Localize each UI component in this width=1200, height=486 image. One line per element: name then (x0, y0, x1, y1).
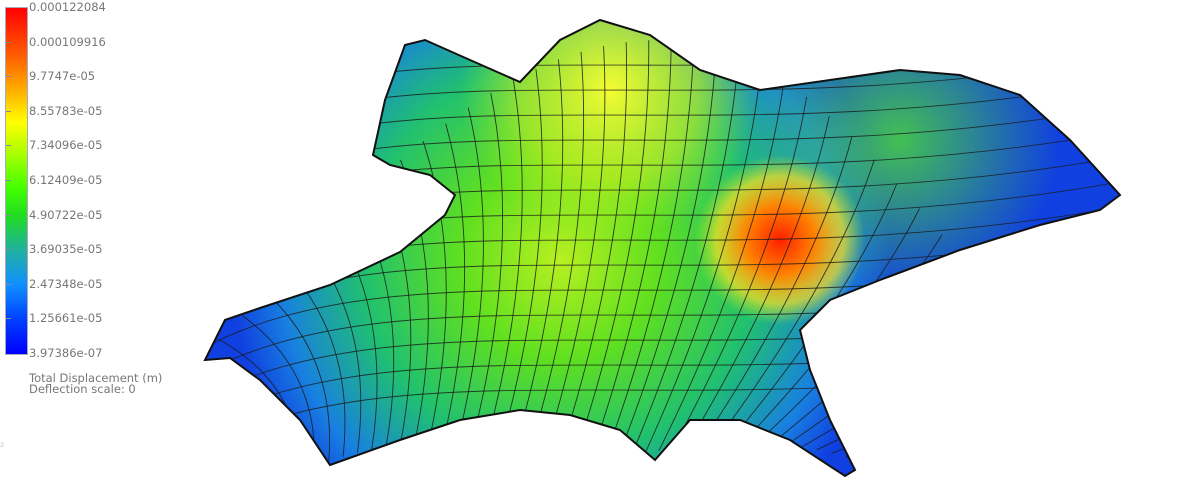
mesh-line (859, 437, 1101, 463)
mesh-line (601, 42, 695, 468)
legend-tick-mark (6, 145, 11, 147)
mesh-line (644, 63, 762, 455)
legend-tick-mark (6, 41, 11, 43)
legend-tick-mark (6, 249, 11, 251)
legend-tick-mark (6, 283, 11, 285)
mesh-line (701, 136, 853, 443)
mesh-line (543, 46, 606, 456)
mesh-line (716, 159, 875, 442)
legend-tick-label: 2.47348e-05 (29, 276, 103, 291)
mesh-line (845, 409, 1078, 458)
mesh-line (586, 40, 672, 469)
legend-tick-mark (6, 110, 11, 112)
triad-z-label: z (0, 440, 5, 449)
mesh-line (658, 79, 785, 451)
legend-tick-label: 3.97386e-07 (29, 346, 103, 360)
deflection-scale: Deflection scale: 0 (29, 382, 136, 396)
legend-tick-label: 3.69035e-05 (29, 242, 103, 257)
legend-tick-mark (6, 318, 11, 320)
legend-tick-mark (6, 76, 11, 78)
legend-tick-label: 1.25661e-05 (29, 311, 103, 326)
axis-triad-icon: z (0, 440, 4, 449)
mesh-line (264, 291, 330, 461)
mesh-line (529, 51, 585, 452)
color-legend-bar (5, 7, 28, 355)
legend-tick-label: 7.34096e-05 (29, 138, 103, 153)
mesh-line (443, 123, 466, 441)
mesh-line (486, 80, 523, 443)
legend-tick-label: 0.000109916 (29, 34, 106, 49)
legend-tick-label: 8.55783e-05 (29, 103, 103, 118)
legend-tick-mark (6, 180, 11, 181)
mesh-line (558, 42, 628, 460)
mesh-line (615, 46, 717, 463)
surface-outline (203, 18, 1122, 478)
mesh-line (816, 348, 1033, 451)
legend-tick-label: 9.7747e-05 (29, 69, 96, 84)
mesh-line (831, 378, 1055, 454)
mesh-line (422, 140, 447, 441)
mesh-line (629, 51, 740, 459)
mesh-line (687, 116, 830, 445)
mesh-line (514, 59, 564, 448)
legend-tick-label: 0.000122084 (29, 0, 106, 14)
mesh-line (572, 40, 650, 464)
legend-title: Total Displacement (m) (29, 371, 163, 385)
legend-tick-mark (6, 214, 11, 216)
legend-tick-label: 6.12409e-05 (29, 173, 103, 187)
legend-tick-label: 4.90722e-05 (29, 207, 103, 222)
